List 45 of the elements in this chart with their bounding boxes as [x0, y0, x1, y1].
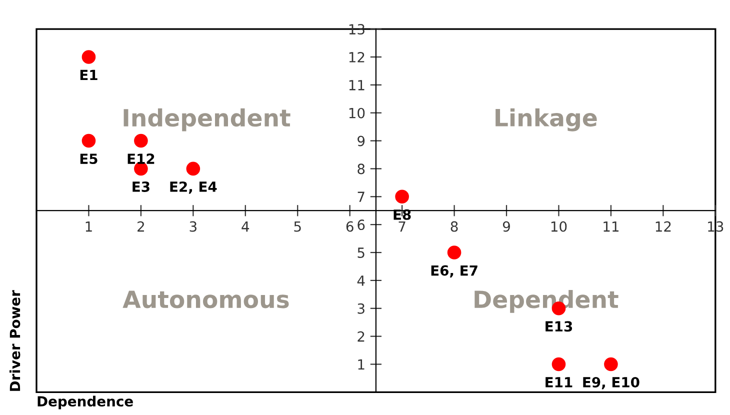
y-tick-label: 2: [358, 331, 364, 342]
x-tick-label: 5: [294, 221, 301, 232]
x-tick-label: 9: [502, 221, 510, 232]
y-tick-label: 4: [357, 276, 365, 286]
y-tick-label: 11: [349, 80, 364, 90]
x-tick-label: 4: [242, 221, 250, 232]
point: [447, 246, 462, 260]
annotation: Linkage: [496, 108, 597, 132]
point: [186, 162, 200, 176]
annotation: E3: [132, 181, 150, 192]
x-tick-label: 12: [656, 221, 671, 232]
x-axis-title: Dependence: [38, 396, 133, 410]
y-tick-label: 12: [349, 52, 364, 62]
x-tick-label: 3: [190, 221, 196, 232]
x-tick-label: 8: [450, 221, 458, 232]
x-tick-label: 11: [604, 221, 619, 232]
y-tick-label: 5: [358, 248, 364, 258]
x-tick-label: 10: [551, 221, 567, 232]
y-tick-label: 3: [358, 303, 364, 314]
y-axis-title: Driver Power: [9, 290, 20, 391]
annotation: E13: [546, 321, 572, 332]
annotation: E9, E10: [583, 376, 640, 390]
annotation: E6, E7: [431, 265, 478, 278]
annotation: Autonomous: [122, 290, 289, 308]
x-tick-label: 7: [398, 221, 406, 232]
point: [395, 190, 409, 204]
y-tick-label: 1: [358, 359, 364, 370]
point: [82, 134, 96, 148]
annotation: E5: [80, 154, 98, 164]
annotation: Independent: [124, 108, 290, 132]
annotation: E2, E4: [170, 181, 217, 194]
x-tick-label: 1: [86, 221, 92, 232]
annotation: E11: [546, 377, 572, 388]
y-tick-label: 10: [349, 108, 365, 118]
point: [604, 357, 618, 372]
annotation: E1: [80, 70, 98, 80]
y-tick-label: 9: [358, 136, 365, 146]
point: [82, 50, 96, 64]
x-tick-label: 2: [138, 221, 144, 232]
point: [552, 357, 566, 372]
point: [134, 134, 148, 148]
annotation: Dependent: [474, 290, 618, 313]
y-tick-label: 8: [358, 164, 365, 174]
annotation: E12: [128, 154, 154, 164]
y-tick-label: 7: [358, 192, 364, 202]
